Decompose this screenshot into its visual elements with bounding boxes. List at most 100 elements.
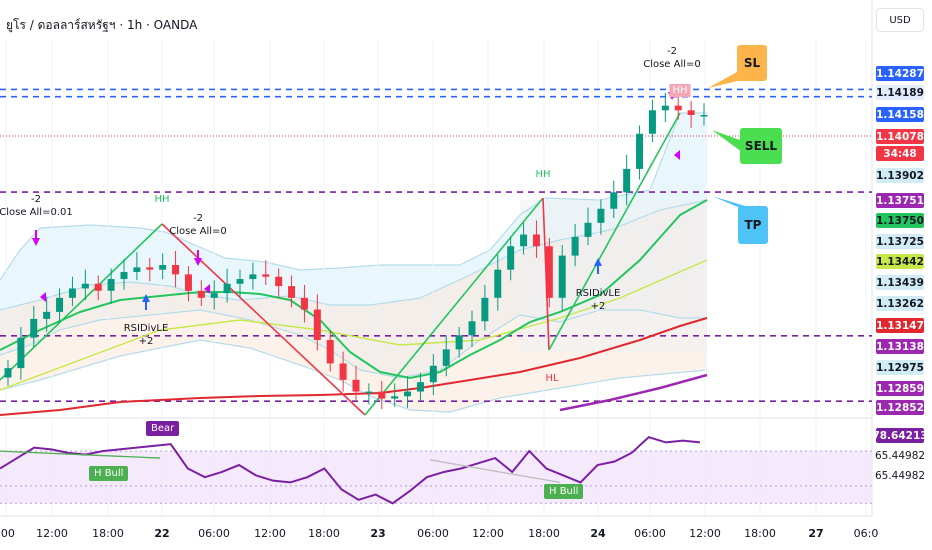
- close-all-annotation: -2 Close All=0.01: [0, 193, 73, 219]
- candle-body: [326, 340, 334, 364]
- x-tick-label: 18:00: [92, 527, 124, 540]
- price-label: 1.13442: [876, 254, 924, 269]
- candle-body: [429, 365, 437, 383]
- candle-body: [68, 288, 76, 298]
- price-label: 34:48: [876, 146, 924, 161]
- rsidiv-text: RSIDivLE: [123, 323, 169, 334]
- candle-body: [674, 105, 682, 111]
- band-line: [0, 112, 707, 281]
- divergence-line: [0, 450, 161, 459]
- close-all-annotation: -2 Close All=0: [643, 45, 701, 71]
- candle-body: [184, 274, 192, 291]
- x-tick-label: 06:0: [853, 527, 879, 540]
- sl-callout: SL: [737, 45, 767, 81]
- x-tick-label: 12:00: [689, 527, 721, 540]
- close-all-text: Close All=0.01: [0, 207, 73, 218]
- candle-body: [648, 110, 656, 134]
- candle-body: [455, 335, 463, 350]
- candle-body: [520, 234, 528, 247]
- x-tick-label: 12:00: [472, 527, 504, 540]
- candle-body: [17, 337, 25, 369]
- candle-body: [494, 269, 502, 298]
- ema-green-line: [0, 199, 708, 380]
- price-label: 1.13439: [876, 275, 924, 290]
- candle-body: [223, 283, 231, 294]
- hh-label: HH: [669, 84, 691, 97]
- candle-body: [558, 255, 566, 298]
- candle-body: [584, 222, 592, 237]
- tp-callout: TP: [738, 206, 768, 244]
- price-label: 1.13147: [876, 318, 924, 333]
- band-line: [0, 309, 707, 379]
- candle-body: [172, 265, 180, 275]
- price-label: 1.13262: [876, 296, 924, 311]
- candle-body: [197, 290, 205, 298]
- hh-label: HH: [535, 169, 551, 180]
- price-label: 1.14287: [876, 66, 924, 81]
- candle-body: [661, 105, 669, 111]
- bear-divergence-tag: Bear: [146, 421, 180, 436]
- x-tick-label: 12:00: [36, 527, 68, 540]
- ema-red-line: [0, 317, 708, 416]
- candle-body: [404, 391, 412, 397]
- zigzag-line: [364, 197, 544, 416]
- candle-body: [532, 234, 540, 247]
- x-tick-label: 24: [590, 527, 606, 540]
- triangle-left-icon: [204, 284, 210, 294]
- candle-body: [391, 396, 399, 399]
- candle-body: [210, 293, 218, 298]
- bands-layer: [0, 112, 708, 413]
- candle-body: [30, 318, 38, 338]
- sell-callout: SELL: [740, 128, 782, 164]
- candle-body: [442, 349, 450, 366]
- hh-label: HH: [154, 194, 170, 205]
- candles-layer: [4, 90, 708, 410]
- x-tick-label: 12:00: [254, 527, 286, 540]
- rsidiv-step: +2: [138, 336, 154, 347]
- close-all-text: Close All=0: [643, 59, 701, 70]
- price-label: 1.13750: [876, 213, 924, 228]
- candle-body: [571, 236, 579, 256]
- candle-body: [365, 391, 373, 394]
- zigzag-line: [161, 223, 366, 416]
- candle-body: [507, 246, 515, 270]
- divergence-line: [429, 459, 561, 484]
- candle-body: [597, 208, 605, 223]
- rsi-layer: [0, 436, 872, 505]
- candle-body: [249, 274, 257, 280]
- candle-body: [313, 309, 321, 340]
- candle-body: [339, 363, 347, 380]
- price-label: 1.12852: [876, 400, 924, 415]
- arrow-up-icon: [142, 294, 150, 310]
- h-bull-tag: H Bull: [89, 466, 129, 481]
- triangle-left-icon: [40, 292, 46, 302]
- candle-body: [468, 321, 476, 336]
- candle-body: [94, 283, 102, 291]
- price-label: 1.13902: [876, 168, 924, 183]
- price-label: 65.44982: [874, 468, 926, 483]
- price-label: 1.13751: [876, 193, 924, 208]
- close-all-step: -2: [667, 46, 677, 57]
- indicator-lines: [0, 112, 708, 416]
- arrow-up-icon: [594, 258, 602, 274]
- rsidiv-step: +2: [590, 301, 606, 312]
- x-tick-label: 22: [154, 527, 170, 540]
- candle-body: [700, 115, 708, 117]
- candle-body: [146, 267, 154, 270]
- zigzag-line: [548, 112, 681, 351]
- candle-body: [378, 391, 386, 399]
- candle-body: [687, 110, 695, 115]
- candle-body: [623, 168, 631, 193]
- x-tick-label: 27: [808, 527, 824, 540]
- x-tick-label: 18:00: [308, 527, 340, 540]
- price-label: 1.13725: [876, 234, 924, 249]
- currency-button[interactable]: USD: [876, 8, 924, 32]
- x-tick-label: 06:00: [198, 527, 230, 540]
- chart-title: ยูโร / ดอลลาร์สหรัฐฯ · 1h · OANDA: [6, 18, 198, 32]
- candle-body: [4, 368, 12, 378]
- price-label: 1.13138: [876, 339, 924, 354]
- candle-body: [43, 311, 51, 319]
- close-all-step: -2: [193, 213, 203, 224]
- x-tick-label: 06:00: [634, 527, 666, 540]
